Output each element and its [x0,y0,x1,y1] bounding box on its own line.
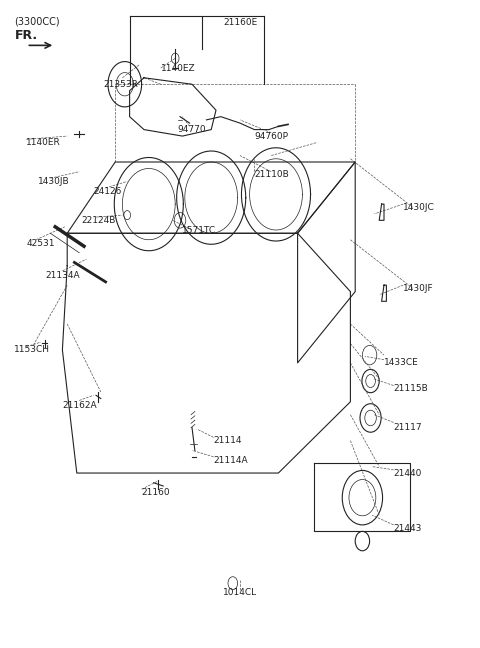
Text: 94770: 94770 [178,125,206,134]
Text: 21115B: 21115B [394,384,428,393]
Text: 21162A: 21162A [62,400,97,410]
Text: 1140ER: 1140ER [26,138,61,147]
Text: 21160: 21160 [142,488,170,497]
Text: 21440: 21440 [394,469,422,478]
Text: 94760P: 94760P [254,132,288,141]
Text: 21114A: 21114A [214,456,248,465]
Text: 1433CE: 1433CE [384,358,419,367]
Text: 21110B: 21110B [254,170,289,179]
Text: 1153CH: 1153CH [14,345,50,354]
Text: (3300CC): (3300CC) [14,16,60,26]
Text: 21117: 21117 [394,423,422,432]
Text: 21353R: 21353R [103,80,138,89]
Text: 1430JC: 1430JC [403,203,435,212]
Text: 22124B: 22124B [82,216,116,225]
Text: 1140EZ: 1140EZ [161,64,195,73]
Text: 1014CL: 1014CL [223,588,257,597]
Text: 24126: 24126 [94,187,122,196]
Text: FR.: FR. [14,29,37,42]
Text: 1430JF: 1430JF [403,284,434,293]
Text: 21114: 21114 [214,436,242,445]
Text: 42531: 42531 [26,238,55,248]
Text: 21160E: 21160E [223,18,257,27]
Text: 1430JB: 1430JB [38,177,70,186]
Text: 21134A: 21134A [46,271,80,280]
Text: 1571TC: 1571TC [182,226,216,235]
Text: 21443: 21443 [394,524,422,533]
